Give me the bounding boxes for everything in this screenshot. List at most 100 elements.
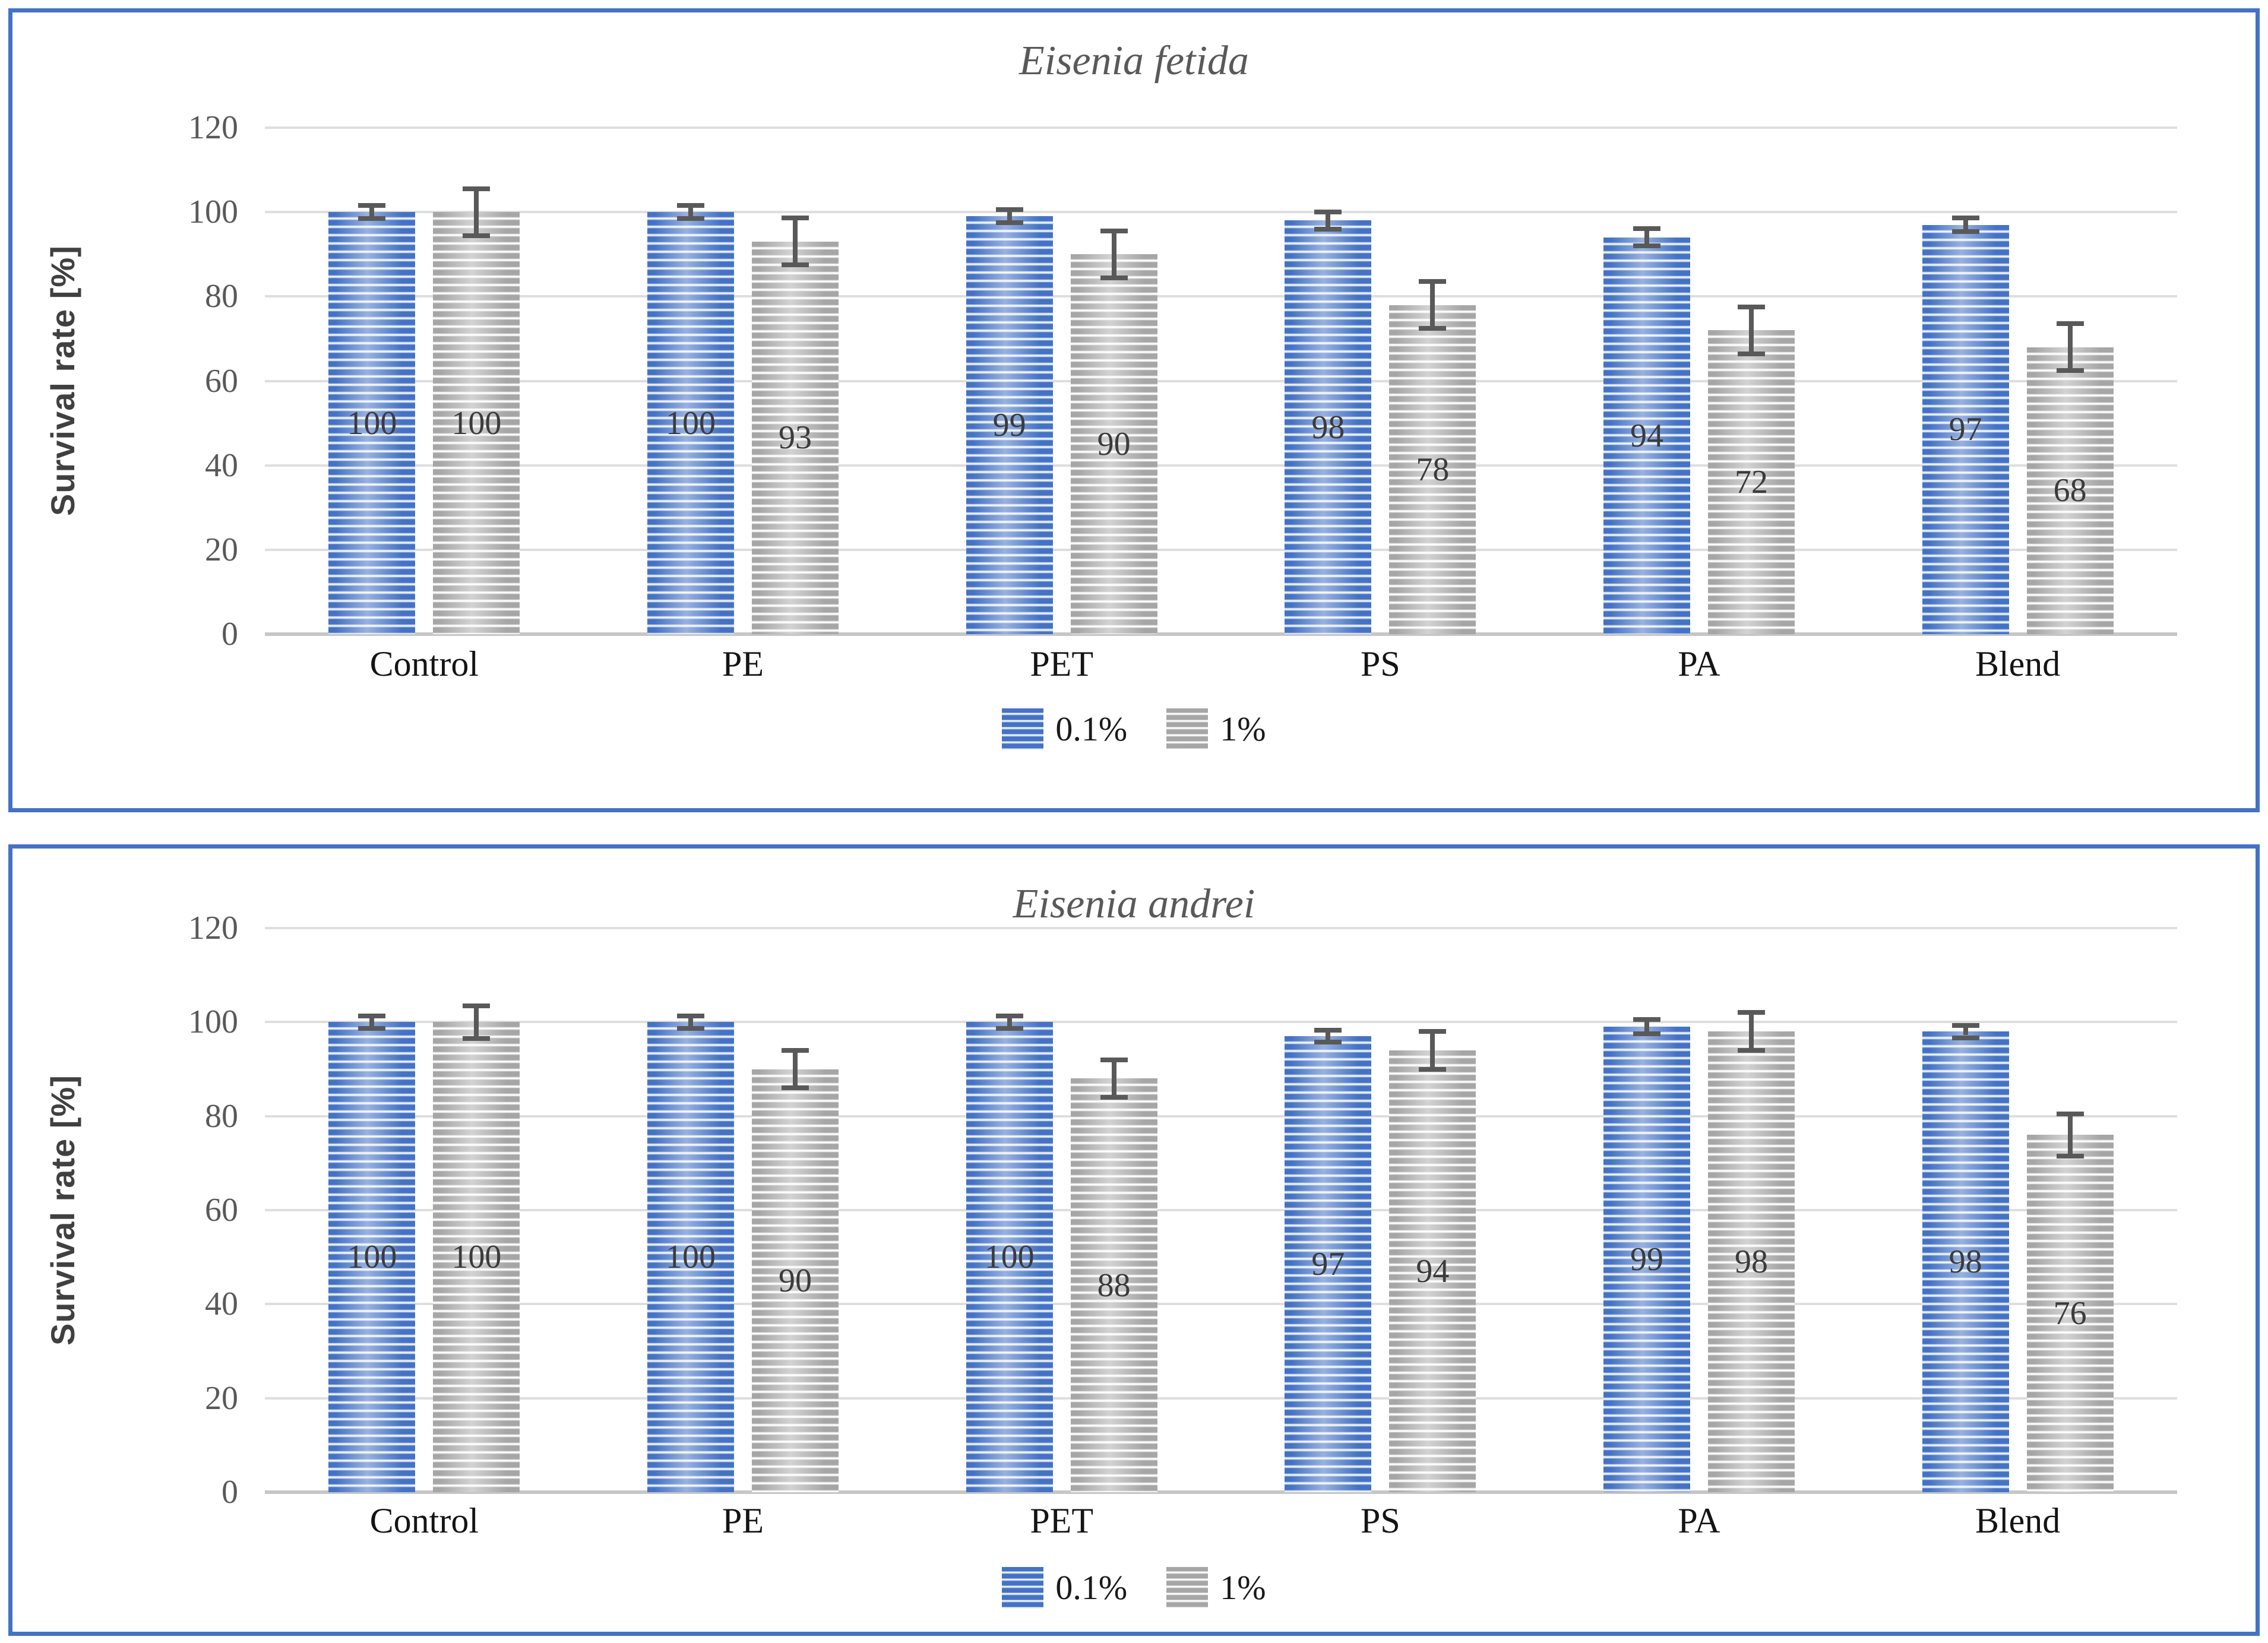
chart-panel-eisenia-andrei: Eisenia andrei Survival rate [%] 100 100 100… — [8, 844, 2260, 1636]
bar-blend-1% — [2026, 347, 2114, 634]
error-bar-cap-bottom — [1314, 227, 1342, 232]
error-bar-cap-bottom — [1100, 275, 1128, 280]
error-bar — [369, 208, 375, 217]
error-bar — [1749, 309, 1754, 352]
x-category-label: Control — [369, 1501, 479, 1540]
gridline — [265, 548, 2177, 551]
error-bar-cap-top — [995, 207, 1023, 213]
data-label: 93 — [779, 419, 812, 457]
error-bar — [1326, 214, 1331, 227]
error-bar-cap-bottom — [1633, 243, 1660, 249]
data-label: 98 — [1311, 409, 1345, 446]
error-bar — [1963, 1027, 1968, 1036]
y-tick-label: 80 — [205, 1097, 238, 1135]
gridline — [265, 1209, 2177, 1211]
bar-ps-1% — [1389, 1050, 1476, 1492]
error-bar — [793, 1052, 798, 1086]
data-label: 100 — [451, 1239, 502, 1276]
error-bar-cap-top — [463, 186, 491, 191]
gridline — [265, 211, 2177, 214]
error-bar — [2067, 1116, 2073, 1154]
x-category-label: Blend — [1975, 644, 2061, 683]
legend-item-0.1%: 0.1% — [1002, 1567, 1127, 1609]
error-bar-cap-bottom — [1951, 229, 1979, 234]
x-category-label: PET — [1030, 1501, 1093, 1540]
error-bar-cap-top — [1419, 279, 1447, 284]
error-bar-cap-bottom — [677, 216, 704, 221]
legend-swatch-icon — [1002, 1567, 1044, 1609]
error-bar-cap-top — [782, 216, 809, 221]
error-bar — [1111, 1062, 1116, 1096]
error-bar-cap-top — [2056, 1111, 2084, 1116]
error-bar-cap-bottom — [782, 262, 809, 268]
gridline — [265, 126, 2177, 129]
x-category-label: Blend — [1975, 1501, 2061, 1540]
data-label: 98 — [1735, 1243, 1768, 1281]
bar-pa-1% — [1708, 1031, 1795, 1492]
error-bar-cap-top — [677, 1014, 704, 1018]
error-bar-cap-top — [463, 1003, 491, 1008]
legend-item-1%: 1% — [1166, 1567, 1266, 1609]
data-label: 97 — [1948, 411, 1982, 448]
error-bar-cap-bottom — [995, 1025, 1023, 1031]
gridline — [265, 927, 2177, 929]
error-bar-cap-top — [1419, 1029, 1447, 1034]
bar-ps-0.1% — [1285, 220, 1372, 634]
y-tick-label: 100 — [188, 1003, 238, 1041]
error-bar-cap-top — [1314, 209, 1342, 214]
error-bar — [1007, 1018, 1012, 1026]
bar-pet-0.1% — [966, 216, 1053, 634]
legend-label: 1% — [1220, 710, 1266, 748]
error-bar — [793, 220, 798, 263]
y-tick-label: 0 — [222, 1474, 238, 1511]
bar-control-1% — [433, 212, 520, 634]
error-bar — [1963, 220, 1968, 229]
error-bar-cap-bottom — [1951, 1035, 1979, 1040]
error-bar-cap-top — [358, 1014, 386, 1018]
y-tick-label: 120 — [188, 109, 238, 146]
x-category-label: PS — [1360, 1501, 1400, 1540]
error-bar-cap-bottom — [1100, 1095, 1128, 1100]
chart-title: Eisenia fetida — [1019, 38, 1249, 84]
plot-area: 100 100 100 93 99 90 98 78 94 72 97 68 — [265, 126, 2177, 636]
error-bar-cap-top — [1633, 226, 1660, 232]
gridline — [265, 1303, 2177, 1306]
bar-ps-0.1% — [1285, 1036, 1372, 1492]
gridline — [265, 1115, 2177, 1118]
data-label: 72 — [1735, 464, 1768, 501]
data-label: 100 — [666, 404, 716, 442]
error-bar — [1644, 231, 1649, 244]
y-axis-title: Survival rate [%] — [44, 245, 81, 517]
error-bar — [688, 1018, 693, 1026]
x-category-label: Control — [369, 644, 479, 683]
gridline — [265, 1397, 2177, 1400]
y-tick-label: 60 — [205, 1192, 238, 1229]
error-bar — [1326, 1032, 1331, 1040]
error-bar — [474, 1008, 479, 1037]
error-bar-cap-top — [1100, 1057, 1128, 1062]
error-bar-cap-bottom — [677, 1025, 704, 1031]
plot-area: 100 100 100 90 100 88 97 94 99 98 98 76 — [265, 927, 2177, 1494]
data-label: 68 — [2053, 472, 2087, 509]
x-category-label: PA — [1678, 644, 1720, 683]
legend-label: 0.1% — [1055, 1568, 1128, 1607]
bar-pet-0.1% — [966, 1022, 1053, 1492]
y-axis-title: Survival rate [%] — [44, 1075, 81, 1346]
error-bar-cap-bottom — [2056, 368, 2084, 373]
y-tick-label: 20 — [205, 531, 238, 568]
bar-pe-1% — [752, 1069, 839, 1492]
data-label: 99 — [1630, 1241, 1663, 1278]
y-tick-label: 40 — [205, 447, 238, 484]
data-label: 90 — [779, 1262, 812, 1299]
error-bar-cap-top — [1314, 1027, 1342, 1033]
error-bar — [1007, 212, 1012, 221]
error-bar — [1430, 1034, 1435, 1067]
data-label: 76 — [2053, 1295, 2087, 1332]
y-tick-label: 80 — [205, 278, 238, 315]
data-label: 99 — [992, 407, 1026, 444]
data-label: 78 — [1416, 451, 1450, 488]
error-bar-cap-bottom — [1314, 1040, 1342, 1045]
legend-item-1%: 1% — [1166, 708, 1266, 750]
gridline — [265, 295, 2177, 298]
x-category-label: PET — [1030, 644, 1093, 683]
